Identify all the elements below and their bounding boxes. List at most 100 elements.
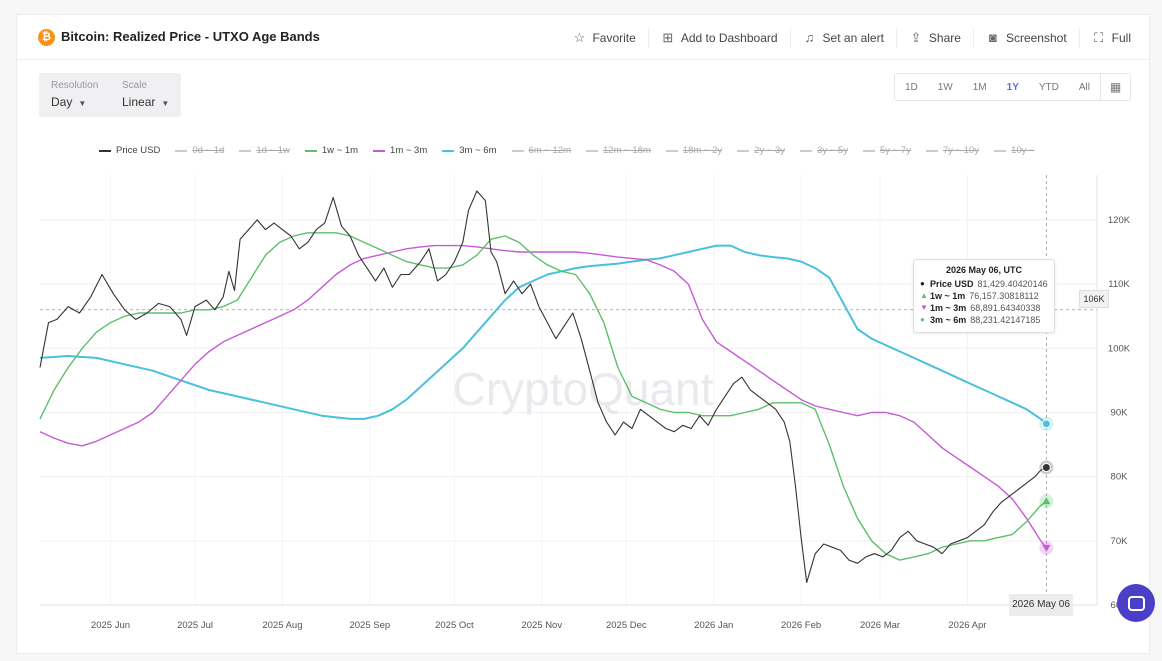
legend-label: 7y ~ 10y [942,145,980,156]
tooltip-series-name: 1m ~ 3m [930,303,967,313]
range-all[interactable]: All [1078,81,1090,93]
resolution-select[interactable]: Resolution Day ▼ [39,73,110,117]
legend-item[interactable]: 3y ~ 5y [800,145,848,156]
fullscreen-label: Full [1111,30,1131,45]
legend-swatch [373,149,386,152]
tooltip-marker: ▼ [920,303,928,312]
x-tick-label: 2025 Nov [521,620,562,631]
legend-item[interactable]: 1m ~ 3m [373,145,427,156]
y-tick-label: 100K [1108,343,1131,354]
x-tick-label: 2025 Oct [435,620,474,631]
legend-item[interactable]: 2y ~ 3y [737,145,785,156]
x-tick-label: 2025 Jun [91,620,130,631]
legend-label: 3m ~ 6m [459,145,497,156]
chart-end-markers [1039,416,1054,555]
fullscreen-icon: ⛶ [1094,29,1104,45]
legend-item[interactable]: 18m ~ 2y [665,145,723,156]
y-tick-label: 90K [1111,407,1129,418]
range-1d[interactable]: 1D [904,81,918,93]
fullscreen-button[interactable]: ⛶ Full [1078,27,1143,48]
legend-item[interactable]: 12m ~ 18m [586,145,651,156]
chart-legend: Price USD 0d ~ 1d 1d ~ 1w 1w ~ 1m 1m ~ 3m 3m … [99,145,1050,156]
add-to-dashboard-label: Add to Dashboard [680,30,778,45]
legend-label: Price USD [116,145,161,156]
legend-item[interactable]: Price USD [99,145,160,156]
series-end-marker [1041,462,1051,472]
legend-label: 18m ~ 2y [682,145,723,156]
calendar-icon[interactable]: ▦ [1100,74,1130,100]
chart-header: ₿ Bitcoin: Realized Price - UTXO Age Ban… [17,15,1151,60]
tooltip-series-value: 88,231.42147185 [970,315,1041,325]
range-1m[interactable]: 1M [972,81,987,93]
range-1w[interactable]: 1W [937,81,953,93]
x-tick-label: 2025 Sep [349,620,390,631]
favorite-label: Favorite [592,30,636,45]
chart-title: Bitcoin: Realized Price - UTXO Age Bands [61,29,320,44]
legend-swatch [862,149,875,152]
legend-item[interactable]: 1w ~ 1m [304,145,358,156]
legend-item[interactable]: 1d ~ 1w [239,145,290,156]
series-line [39,244,1048,425]
chat-support-button[interactable] [1117,584,1155,622]
legend-swatch [925,149,938,152]
tooltip-marker: ▲ [920,291,928,300]
scale-label: Scale [122,80,148,91]
tooltip-row: ▲ 1w ~ 1m 76,157.30818112 [920,290,1048,302]
chart-card: ₿ Bitcoin: Realized Price - UTXO Age Ban… [16,14,1151,654]
chart-settings: Resolution Day ▼ Scale Linear ▼ [39,73,181,117]
series-line [39,190,1047,584]
x-tick-label: 2026 Mar [860,620,900,631]
screenshot-button[interactable]: ◙ Screenshot [972,27,1079,48]
legend-label: 0d ~ 1d [192,145,225,156]
legend-item[interactable]: 5y ~ 7y [862,145,911,156]
x-tick-label: 2026 Apr [948,620,986,631]
legend-swatch [511,149,524,152]
legend-label: 10y ~ [1011,145,1035,156]
tooltip-series-name: 3m ~ 6m [930,315,967,325]
favorite-button[interactable]: ☆ Favorite [560,28,647,48]
tooltip-series-value: 81,429.40420146 [977,279,1048,289]
y-tick-label: 80K [1111,472,1129,483]
add-to-dashboard-button[interactable]: ⊞ Add to Dashboard [647,27,790,48]
dashboard-add-icon: ⊞ [662,29,674,45]
range-ytd[interactable]: YTD [1038,81,1059,93]
time-range-selector: 1D 1W 1M 1Y YTD All ▦ [893,73,1131,101]
y-tick-label: 70K [1111,536,1129,547]
legend-item[interactable]: 7y ~ 10y [925,145,980,156]
scale-select[interactable]: Scale Linear ▼ [110,73,181,117]
legend-item[interactable]: 10y ~ [994,145,1035,156]
set-alert-button[interactable]: ♫ Set an alert [789,27,896,48]
legend-label: 6m ~ 12m [528,145,572,156]
legend-swatch [304,149,317,152]
range-1y[interactable]: 1Y [1006,81,1019,93]
crosshair-y-label: 106K [1079,290,1109,308]
watermark: CryptoQuant [453,363,714,415]
legend-item[interactable]: 6m ~ 12m [511,145,572,156]
legend-item[interactable]: 0d ~ 1d [175,145,224,156]
screenshot-label: Screenshot [1005,30,1067,45]
legend-swatch [737,149,750,152]
x-tick-label: 2025 Jul [177,620,213,631]
tooltip-series-value: 76,157.30818112 [969,291,1039,301]
camera-icon: ◙ [989,30,997,45]
tooltip-row: ● 3m ~ 6m 88,231.42147185 [920,314,1048,326]
resolution-value: Day [51,95,73,109]
legend-item[interactable]: 3m ~ 6m [442,145,497,156]
x-tick-label: 2026 Jan [694,620,733,631]
tooltip-marker: ● [920,279,925,288]
chevron-down-icon: ▼ [161,99,170,108]
x-tick-label: 2025 Dec [606,620,647,631]
legend-label: 12m ~ 18m [603,145,651,156]
chat-icon [1127,595,1145,611]
y-tick-label: 110K [1108,279,1130,290]
legend-swatch [665,149,678,152]
share-button[interactable]: ⇪ Share [895,27,973,48]
x-axis: 2025 Jun 2025 Jul 2025 Aug 2025 Sep 2025 Oct… [91,620,987,631]
share-icon: ⇪ [910,29,922,45]
y-axis: 60K70K80K90K100K110K120K [1108,215,1131,611]
y-tick-label: 120K [1108,215,1131,226]
bitcoin-icon: ₿ [38,29,55,46]
legend-swatch [175,149,188,152]
legend-swatch [239,149,252,152]
series-line [39,244,1047,549]
